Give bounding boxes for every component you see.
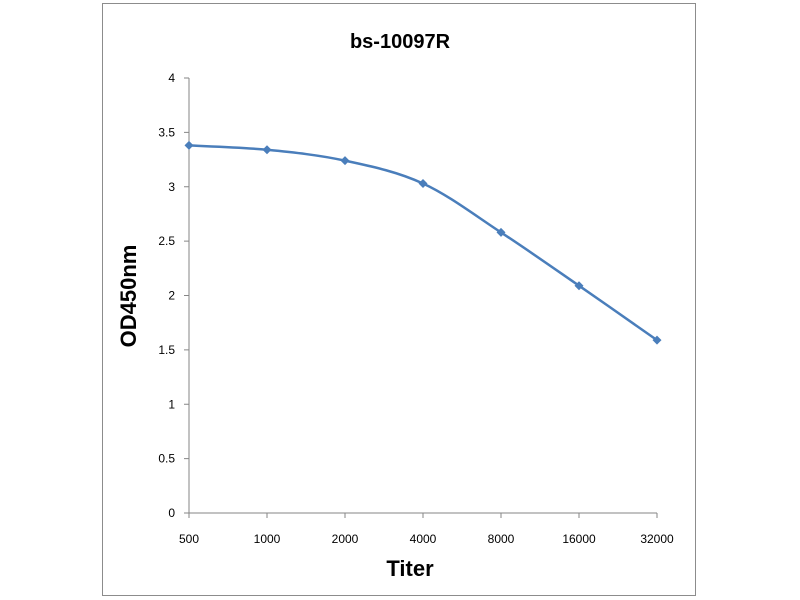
data-point-marker <box>418 178 428 188</box>
chart-title: bs-10097R <box>350 31 451 53</box>
y-tick-label: 1.5 <box>158 343 175 357</box>
x-tick-label: 16000 <box>562 532 596 546</box>
data-point-marker <box>340 156 350 166</box>
data-point-marker <box>262 145 272 155</box>
y-tick-label: 1 <box>168 397 175 411</box>
data-point-marker <box>574 281 584 291</box>
data-point-marker <box>184 140 194 150</box>
x-tick-label: 32000 <box>640 532 674 546</box>
series-line <box>188 144 658 342</box>
x-tick-label: 4000 <box>410 532 437 546</box>
data-point-marker <box>496 227 506 237</box>
y-tick-label: 2.5 <box>158 234 175 248</box>
x-tick-label: 500 <box>179 532 199 546</box>
y-tick-label: 0 <box>168 506 175 520</box>
y-tick-label: 0.5 <box>158 452 175 466</box>
x-tick-label: 8000 <box>488 532 515 546</box>
y-tick-label: 2 <box>168 289 175 303</box>
x-axis-title: Titer <box>386 556 434 581</box>
y-tick-label: 4 <box>168 71 175 85</box>
series-markers <box>184 140 662 345</box>
x-tick-label: 1000 <box>254 532 281 546</box>
y-tick-label: 3 <box>168 180 175 194</box>
x-tick-label: 2000 <box>332 532 359 546</box>
data-point-marker <box>652 335 662 345</box>
y-tick-label: 3.5 <box>158 125 175 139</box>
y-axis-ticks: 0 0.5 1 1.5 2 2.5 3 3.5 4 <box>158 71 189 520</box>
x-axis-ticks: 500 1000 2000 4000 8000 16000 32000 <box>179 513 674 546</box>
y-axis-title: OD450nm <box>116 245 141 348</box>
